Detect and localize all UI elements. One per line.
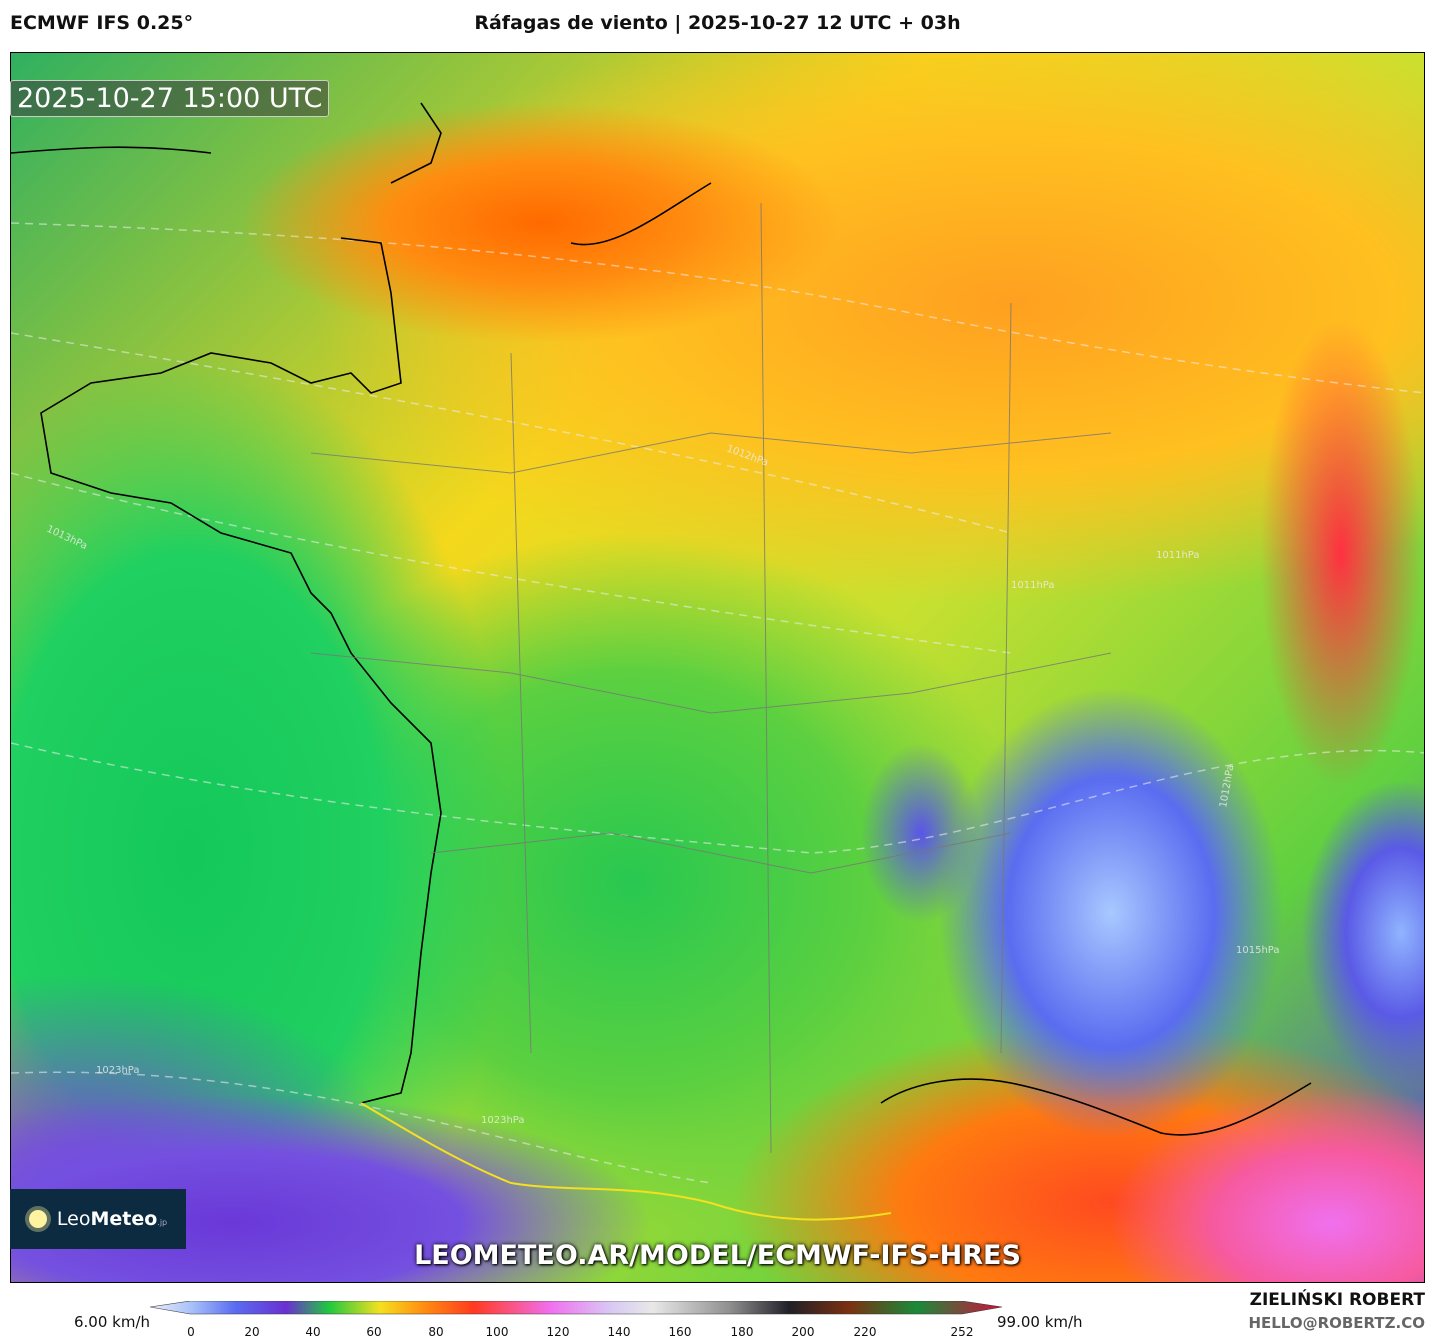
isobar-label: 1013hPa bbox=[45, 524, 89, 552]
tick-label: 220 bbox=[853, 1325, 877, 1339]
isobars bbox=[11, 222, 1424, 1184]
isobar-label: 1011hPa bbox=[1156, 550, 1200, 561]
department-borders bbox=[310, 202, 1112, 1154]
tick-label: 0 bbox=[187, 1325, 195, 1339]
colorbar bbox=[150, 1301, 1002, 1315]
logo-text: LeoMeteo.jp bbox=[56, 1208, 168, 1230]
wind-gust-map: 1023hPa 1023hPa 1011hPa 1015hPa 1011hPa … bbox=[10, 52, 1425, 1283]
isobar-label: 1023hPa bbox=[481, 1115, 525, 1126]
tick-label: 180 bbox=[730, 1325, 754, 1339]
model-name: ECMWF IFS 0.25° bbox=[10, 12, 194, 34]
author-email: HELLO@ROBERTZ.CO bbox=[1248, 1314, 1425, 1332]
leometeo-logo: LeoMeteo.jp bbox=[10, 1189, 186, 1249]
coastline bbox=[11, 102, 1312, 1136]
isobar-label: 1011hPa bbox=[1011, 580, 1055, 591]
tick-label: 40 bbox=[305, 1325, 321, 1339]
author-name: ZIELIŃSKI ROBERT bbox=[1249, 1290, 1425, 1310]
isobar-label: 1023hPa bbox=[96, 1065, 140, 1076]
tick-label: 120 bbox=[546, 1325, 570, 1339]
tick-label: 140 bbox=[607, 1325, 631, 1339]
legend-min-label: 6.00 km/h bbox=[74, 1313, 151, 1331]
map-title: Ráfagas de viento | 2025-10-27 12 UTC + … bbox=[474, 12, 961, 34]
map-overlay: 1023hPa 1023hPa 1011hPa 1015hPa 1011hPa … bbox=[11, 102, 1424, 1221]
tick-label: 20 bbox=[244, 1325, 260, 1339]
tick-label: 160 bbox=[668, 1325, 692, 1339]
tick-label: 60 bbox=[366, 1325, 382, 1339]
tick-label: 100 bbox=[485, 1325, 509, 1339]
tick-label: 252 bbox=[950, 1325, 974, 1339]
valid-time-stamp: 2025-10-27 15:00 UTC bbox=[10, 80, 330, 117]
watermark-url: LEOMETEO.AR/MODEL/ECMWF-IFS-HRES bbox=[414, 1240, 1021, 1271]
tick-label: 200 bbox=[791, 1325, 815, 1339]
border-spain bbox=[360, 1102, 892, 1221]
isobar-label: 1012hPa bbox=[725, 443, 770, 468]
tick-label: 80 bbox=[428, 1325, 444, 1339]
isobar-label: 1012hPa bbox=[1218, 764, 1236, 809]
legend-max-label: 99.00 km/h bbox=[997, 1313, 1083, 1331]
sun-icon bbox=[28, 1210, 47, 1228]
isobar-label: 1015hPa bbox=[1236, 945, 1280, 956]
